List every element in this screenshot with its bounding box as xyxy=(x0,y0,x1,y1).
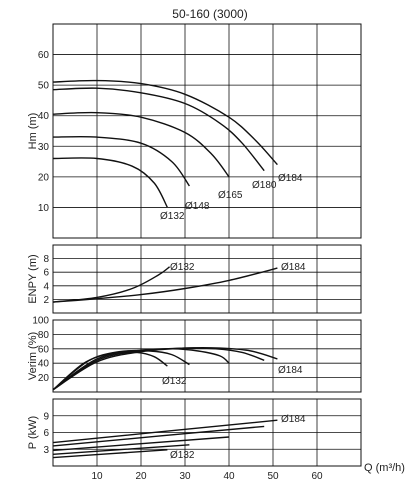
xtick-label: 40 xyxy=(223,471,235,482)
curve-label-npsh: Ø184 xyxy=(281,262,306,273)
panel-frame-head xyxy=(52,23,362,239)
ytick-label-head: 50 xyxy=(38,81,50,92)
curve-label-power: Ø132 xyxy=(170,450,195,461)
curve-efficiency-Ø132 xyxy=(52,351,168,391)
ytick-label-efficiency: 80 xyxy=(38,330,50,341)
ytick-label-npsh: 4 xyxy=(43,281,49,292)
curve-power-Ø184 xyxy=(52,419,278,444)
ytick-label-head: 60 xyxy=(38,50,50,61)
ytick-label-efficiency: 60 xyxy=(38,344,50,355)
curve-npsh-Ø184 xyxy=(52,267,278,303)
ytick-label-head: 10 xyxy=(38,203,50,214)
curve-power-Ø132 xyxy=(52,449,168,459)
curve-efficiency-Ø165 xyxy=(52,348,230,391)
ytick-label-head: 30 xyxy=(38,142,50,153)
curve-head-Ø132 xyxy=(52,157,169,208)
curve-head-Ø180 xyxy=(52,87,265,172)
curve-label-head: Ø180 xyxy=(252,180,277,191)
ytick-label-power: 6 xyxy=(43,428,49,439)
xlabel: Q (m³/h) xyxy=(364,462,405,474)
curve-efficiency-Ø180 xyxy=(52,347,265,391)
ytick-label-npsh: 2 xyxy=(43,295,49,306)
curve-label-efficiency: Ø132 xyxy=(162,376,187,387)
curve-label-power: Ø184 xyxy=(281,414,306,425)
xtick-label: 60 xyxy=(311,471,323,482)
curve-head-Ø165 xyxy=(52,111,230,178)
curve-label-npsh: Ø132 xyxy=(170,262,195,273)
ylabel-power: P (kW) xyxy=(27,416,39,449)
curve-label-head: Ø165 xyxy=(218,190,243,201)
ytick-label-efficiency: 40 xyxy=(38,359,50,370)
curve-label-head: Ø184 xyxy=(278,173,303,184)
curve-power-Ø165 xyxy=(52,436,230,452)
ylabel-efficiency: Verim (%) xyxy=(27,332,39,380)
ytick-label-npsh: 8 xyxy=(43,254,49,265)
curve-label-efficiency: Ø184 xyxy=(278,365,303,376)
ytick-label-efficiency: 100 xyxy=(32,316,49,327)
ytick-label-head: 20 xyxy=(38,172,50,183)
grid-layer xyxy=(52,23,362,467)
curves-layer xyxy=(52,79,278,459)
ytick-label-power: 3 xyxy=(43,445,49,456)
curve-head-Ø184 xyxy=(52,79,278,166)
curve-power-Ø148 xyxy=(52,444,190,455)
ytick-label-power: 9 xyxy=(43,411,49,422)
xtick-label: 50 xyxy=(267,471,279,482)
chart-title: 50-160 (3000) xyxy=(172,7,247,21)
xtick-label: 20 xyxy=(135,471,147,482)
xtick-label: 10 xyxy=(91,471,103,482)
curve-head-Ø148 xyxy=(52,135,190,187)
ylabel-head: Hm (m) xyxy=(27,113,39,150)
ytick-label-npsh: 6 xyxy=(43,268,49,279)
curve-power-Ø180 xyxy=(52,425,265,447)
xtick-label: 30 xyxy=(179,471,191,482)
ytick-label-head: 40 xyxy=(38,111,50,122)
ytick-label-efficiency: 20 xyxy=(38,373,50,384)
curve-label-head: Ø132 xyxy=(160,211,185,222)
panel-frame-npsh xyxy=(52,244,362,314)
ylabel-npsh: ENPY (m) xyxy=(27,254,39,303)
curve-label-head: Ø148 xyxy=(185,201,210,212)
